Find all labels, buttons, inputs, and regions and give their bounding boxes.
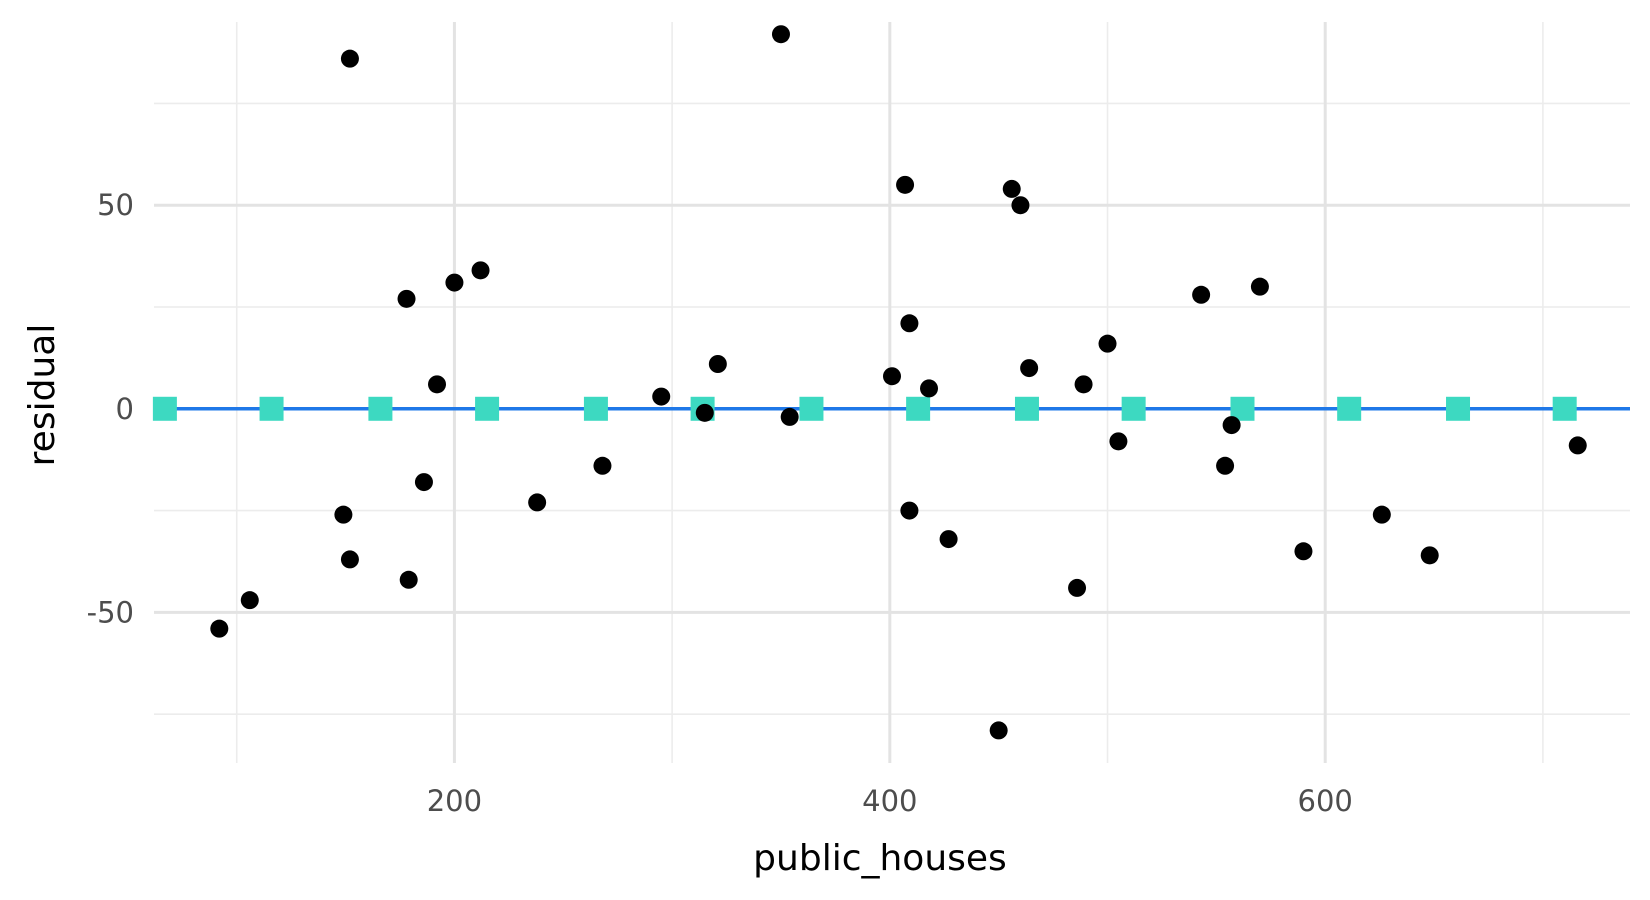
square-marker: [1552, 396, 1577, 421]
data-point: [445, 273, 464, 292]
data-point: [593, 456, 612, 475]
data-point: [240, 591, 259, 610]
x-tick-label: 200: [427, 784, 482, 818]
square-markers: [152, 396, 1577, 421]
y-tick-label: 0: [116, 392, 134, 426]
tick-labels: 200 400 600 -50 0 50: [87, 188, 1353, 818]
data-point: [397, 289, 416, 308]
data-point: [1074, 375, 1093, 394]
square-marker: [1014, 396, 1039, 421]
data-point: [1002, 179, 1021, 198]
data-point: [920, 379, 939, 398]
square-marker: [259, 396, 284, 421]
y-tick-label: -50: [87, 595, 134, 629]
data-point: [528, 493, 547, 512]
data-point: [896, 175, 915, 194]
data-point: [1011, 196, 1030, 215]
data-point: [652, 387, 671, 406]
data-point: [780, 407, 799, 426]
square-marker: [906, 396, 931, 421]
grid: [154, 22, 1630, 763]
data-point: [1020, 359, 1039, 378]
data-point: [428, 375, 447, 394]
data-point: [900, 501, 919, 520]
data-point: [1098, 334, 1117, 353]
data-point: [1222, 416, 1241, 435]
square-marker: [583, 396, 608, 421]
square-marker: [799, 396, 824, 421]
data-point: [1109, 432, 1128, 451]
data-point: [883, 367, 901, 386]
data-point: [340, 49, 359, 68]
square-marker: [152, 396, 177, 421]
data-point: [1420, 546, 1439, 565]
data-point: [334, 505, 353, 524]
data-point: [708, 355, 727, 373]
data-point: [1192, 285, 1211, 304]
data-point: [1068, 578, 1087, 597]
x-tick-label: 600: [1298, 784, 1353, 818]
data-point: [340, 550, 359, 569]
y-axis-title: residual: [22, 324, 63, 467]
y-tick-label: 50: [97, 188, 134, 222]
data-point: [471, 261, 490, 280]
square-marker: [1446, 396, 1471, 421]
data-point: [900, 314, 919, 333]
square-marker: [1121, 396, 1146, 421]
square-marker: [475, 396, 500, 421]
data-point: [771, 25, 790, 44]
data-point: [989, 721, 1008, 740]
data-point: [1294, 542, 1313, 561]
data-point: [1216, 456, 1235, 475]
square-marker: [368, 396, 393, 421]
data-point: [939, 530, 958, 549]
data-points: [210, 25, 1587, 740]
data-point: [414, 473, 433, 492]
x-tick-label: 400: [862, 784, 917, 818]
data-point: [1250, 277, 1269, 296]
square-marker: [1337, 396, 1362, 421]
data-point: [210, 619, 229, 638]
data-point: [695, 403, 714, 422]
data-point: [399, 570, 418, 589]
data-point: [1568, 436, 1587, 455]
x-axis-title: public_houses: [753, 838, 1007, 879]
data-point: [1372, 505, 1391, 524]
